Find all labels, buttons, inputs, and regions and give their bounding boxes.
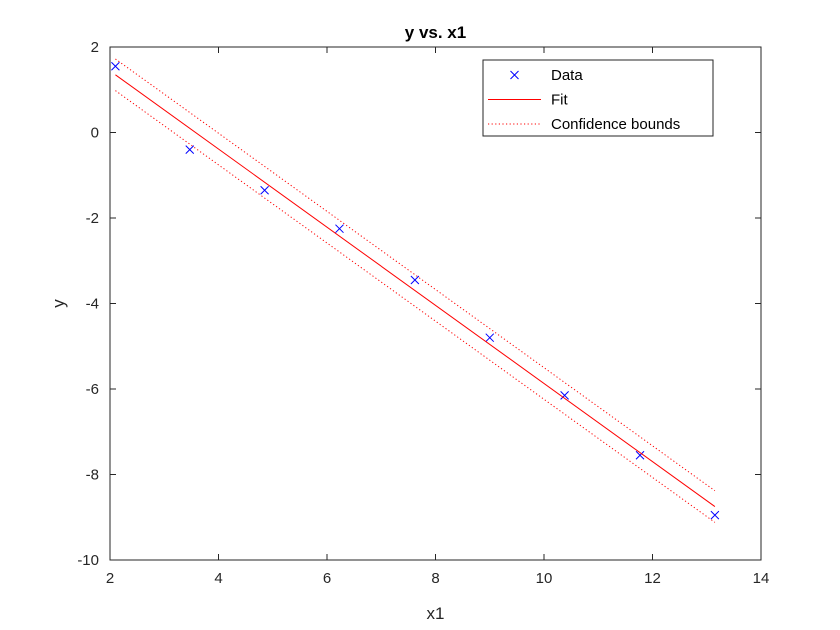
- data-point: [260, 185, 269, 195]
- y-tick-label: -10: [77, 552, 99, 569]
- data-point: [335, 224, 344, 234]
- data-point: [560, 391, 569, 400]
- y-tick-label: 0: [91, 125, 99, 142]
- y-tick-label: 2: [91, 39, 99, 56]
- confidence-bound-line: [115, 58, 716, 492]
- data-point: [410, 275, 420, 285]
- x-tick-label: 12: [644, 570, 661, 587]
- legend-label: Confidence bounds: [551, 116, 680, 133]
- data-point: [185, 145, 195, 154]
- legend-label: Fit: [551, 92, 568, 109]
- legend-items: Data Fit Confidence bounds: [488, 67, 680, 133]
- data-point: [111, 61, 120, 71]
- legend: Data Fit Confidence bounds: [482, 59, 714, 137]
- data-point: [635, 450, 645, 460]
- confidence-bound-line: [115, 90, 716, 523]
- y-tick-label: -4: [86, 296, 99, 313]
- x-tick-label: 2: [106, 570, 114, 587]
- y-tick-label: -2: [86, 210, 99, 227]
- data-point: [485, 333, 495, 343]
- ticks: 2 4 6 8 10 12 14 -10 -8 -6 -4 -2 0 2: [77, 39, 769, 587]
- y-tick-label: -8: [86, 467, 99, 484]
- y-axis-label: y: [49, 299, 68, 308]
- data-point: [710, 510, 720, 520]
- data-layer: [111, 58, 720, 523]
- fit-line: [115, 74, 716, 507]
- legend-marker-data: [510, 70, 519, 80]
- x-tick-label: 4: [214, 570, 222, 587]
- legend-label: Data: [551, 67, 583, 84]
- x-tick-label: 8: [431, 570, 439, 587]
- x-tick-label: 10: [536, 570, 553, 587]
- y-tick-label: -6: [86, 381, 99, 398]
- legend-box: [482, 59, 714, 137]
- x-tick-label: 6: [323, 570, 331, 587]
- x-axis-label: x1: [427, 604, 445, 623]
- x-tick-label: 14: [753, 570, 770, 587]
- chart-title: y vs. x1: [405, 23, 466, 42]
